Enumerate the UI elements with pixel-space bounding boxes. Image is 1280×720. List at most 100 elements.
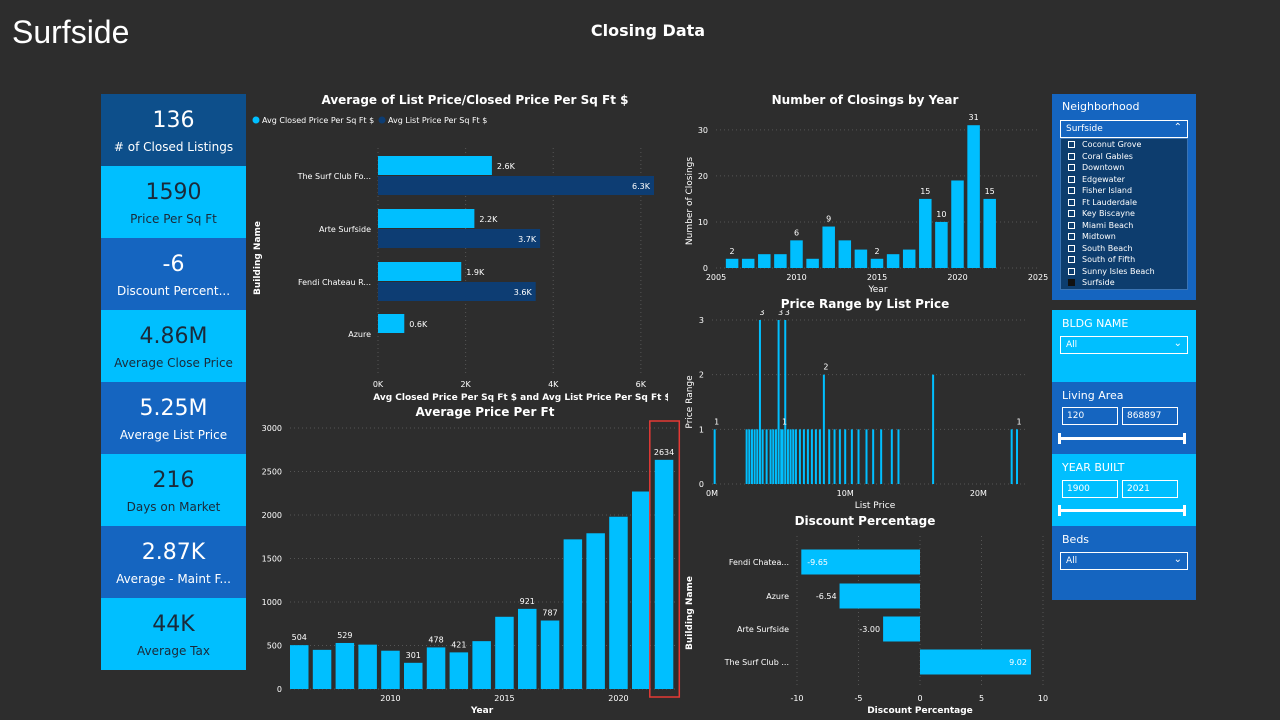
x-tick-label: 2020 (947, 273, 967, 282)
checkbox-icon[interactable] (1068, 198, 1075, 206)
x-tick-label: 0 (917, 694, 922, 703)
kpi-average-maint-fee[interactable]: 2.87K Average - Maint F... (101, 526, 246, 598)
kpi-value: 216 (152, 468, 195, 493)
neighborhood-options-list[interactable]: Coconut Grove Coral Gables Downtown Edgewat… (1060, 138, 1188, 290)
bar (586, 533, 605, 689)
year-built-min-input[interactable]: 1900 (1062, 480, 1118, 498)
x-tick-label: 10 (1038, 694, 1048, 703)
chart-list-vs-closed[interactable]: Avg Closed Price Per Sq Ft $ Avg List Pri… (248, 108, 668, 408)
checkbox-icon[interactable] (1068, 221, 1075, 229)
chevron-down-icon: ⌄ (1173, 338, 1182, 349)
data-label: 1 (1016, 417, 1021, 426)
neighborhood-option[interactable]: Midtown (1061, 231, 1187, 243)
checkbox-icon[interactable] (1068, 256, 1075, 263)
dropdown-value: Surfside (1066, 124, 1103, 134)
bar (378, 262, 462, 281)
option-label: Coral Gables (1082, 151, 1133, 161)
neighborhood-option[interactable]: Fisher Island (1061, 185, 1187, 197)
kpi-discount-percent[interactable]: -6 Discount Percent... (101, 238, 246, 310)
category-label: The Surf Club ... (724, 658, 789, 667)
living-area-max-input[interactable]: 868897 (1122, 407, 1178, 425)
bar (806, 429, 809, 484)
bar (801, 549, 920, 575)
neighborhood-option[interactable]: Sunny Isles Beach (1061, 266, 1187, 278)
year-built-max-input[interactable]: 2021 (1122, 480, 1178, 498)
bldg-name-dropdown[interactable]: All ⌄ (1060, 336, 1188, 354)
checkbox-icon[interactable] (1068, 244, 1075, 252)
option-label: Sunny Isles Beach (1082, 266, 1155, 276)
y-axis-label: Building Name (253, 221, 263, 295)
bar (1016, 429, 1019, 484)
checkbox-icon[interactable] (1068, 233, 1075, 240)
bar (777, 320, 780, 484)
neighborhood-option[interactable]: Key Biscayne (1061, 208, 1187, 220)
bar (806, 258, 819, 268)
checkbox-icon[interactable] (1068, 164, 1075, 171)
checkbox-icon[interactable] (1068, 279, 1075, 286)
chart-avg-price-per-ft[interactable]: 0 500 1000 1500 2000 2500 3000 504 529 301 478 421 9… (248, 418, 688, 718)
neighborhood-option[interactable]: South Beach (1061, 243, 1187, 255)
bar (880, 429, 883, 484)
neighborhood-option[interactable]: Miami Beach (1061, 220, 1187, 232)
checkbox-icon[interactable] (1068, 141, 1075, 148)
dropdown-value: All (1066, 340, 1078, 350)
data-label: 6 (794, 228, 799, 237)
bar (786, 429, 789, 484)
neighborhood-option[interactable]: Coconut Grove (1061, 139, 1187, 151)
x-axis-label: List Price (855, 501, 896, 511)
chart-closings-by-year[interactable]: 0 10 20 30 2005 2010 2015 2020 2025 2 6 9 2 15 10 31 15 Y… (680, 106, 1050, 296)
data-label: 10 (936, 210, 946, 219)
bar (814, 429, 817, 484)
kpi-label: Average Tax (137, 644, 210, 658)
neighborhood-option[interactable]: Ft Lauderdale (1061, 197, 1187, 209)
bar (897, 429, 900, 484)
kpi-days-on-market[interactable]: 216 Days on Market (101, 454, 246, 526)
neighborhood-option[interactable]: Edgewater (1061, 174, 1187, 186)
bar (798, 429, 801, 484)
kpi-price-per-sqft[interactable]: 1590 Price Per Sq Ft (101, 166, 246, 238)
data-label: 2 (730, 247, 735, 256)
checkbox-icon[interactable] (1068, 175, 1075, 183)
kpi-value: 136 (152, 108, 195, 133)
y-tick-label: 1000 (262, 598, 282, 607)
kpi-closed-listings[interactable]: 136 # of Closed Listings (101, 94, 246, 166)
bar (758, 320, 761, 484)
living-area-slider[interactable] (1058, 433, 1186, 444)
y-tick-label: 1 (699, 425, 704, 434)
bar (983, 198, 996, 268)
kpi-value: 4.86M (139, 324, 208, 349)
bar (792, 429, 795, 484)
data-label: 2634 (654, 448, 674, 457)
kpi-average-close-price[interactable]: 4.86M Average Close Price (101, 310, 246, 382)
slicer-title: Beds (1062, 533, 1090, 546)
checkbox-icon[interactable] (1068, 187, 1075, 194)
year-built-slider[interactable] (1058, 505, 1186, 516)
neighborhood-option[interactable]: Surfside (1061, 277, 1187, 289)
beds-dropdown[interactable]: All ⌄ (1060, 552, 1188, 570)
option-label: Surfside (1082, 278, 1115, 287)
checkbox-icon[interactable] (1068, 210, 1075, 217)
x-tick-label: 2020 (608, 694, 628, 703)
neighborhood-option[interactable]: Coral Gables (1061, 151, 1187, 163)
living-area-min-input[interactable]: 120 (1062, 407, 1118, 425)
checkbox-icon[interactable] (1068, 267, 1075, 275)
legend-label: Avg List Price Per Sq Ft $ (388, 116, 487, 125)
slicer-title: BLDG NAME (1062, 317, 1129, 330)
bar (654, 459, 674, 689)
kpi-label: Average - Maint F... (116, 572, 231, 586)
category-label: Fendi Chatea... (729, 558, 789, 567)
data-label: 504 (292, 633, 307, 642)
bar (632, 491, 651, 689)
neighborhood-option[interactable]: South of Fifth (1061, 254, 1187, 266)
neighborhood-option[interactable]: Downtown (1061, 162, 1187, 174)
x-tick-label: 4K (548, 380, 559, 389)
chart-discount-percentage[interactable]: -10 -5 0 5 10 Fendi Chatea... -9.65 Azure -6.54 A… (680, 528, 1050, 718)
checkbox-icon[interactable] (1068, 152, 1075, 160)
bar (780, 429, 783, 484)
bar (844, 429, 847, 484)
kpi-average-tax[interactable]: 44K Average Tax (101, 598, 246, 670)
kpi-average-list-price[interactable]: 5.25M Average List Price (101, 382, 246, 454)
neighborhood-dropdown[interactable]: Surfside ⌃ (1060, 120, 1188, 138)
y-tick-label: 3 (699, 316, 704, 325)
